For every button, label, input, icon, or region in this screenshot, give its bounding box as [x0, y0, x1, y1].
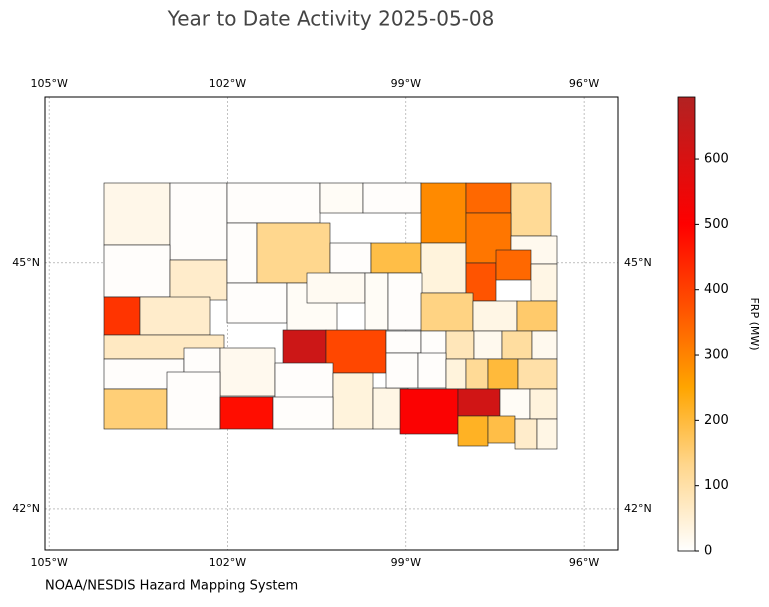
y-tick-label: 45°N — [624, 256, 652, 269]
map-title: Year to Date Activity 2025-05-08 — [167, 7, 495, 31]
region — [465, 182, 512, 214]
x-tick-label: 102°W — [209, 77, 246, 90]
regions — [103, 182, 558, 450]
region — [514, 418, 538, 450]
region — [499, 388, 531, 420]
region — [445, 358, 467, 390]
region — [531, 330, 558, 360]
region — [226, 182, 321, 224]
region — [536, 418, 558, 450]
region — [399, 388, 459, 435]
region — [387, 272, 423, 331]
x-tick-label: 99°W — [391, 556, 421, 569]
region — [510, 182, 552, 237]
region — [420, 182, 467, 244]
y-tick-label: 42°N — [12, 502, 40, 515]
region — [169, 182, 228, 261]
region — [319, 182, 364, 214]
region — [420, 242, 467, 294]
y-tick-label: 45°N — [12, 256, 40, 269]
region — [226, 282, 288, 324]
region — [325, 329, 387, 374]
region — [219, 396, 274, 430]
region — [103, 182, 171, 246]
region — [282, 329, 327, 369]
region — [103, 244, 171, 298]
region — [139, 296, 211, 336]
colorbar-tick-label: 600 — [704, 152, 729, 167]
region — [364, 272, 389, 331]
region — [530, 263, 558, 302]
colorbar-label: FRP (MW) — [748, 297, 761, 350]
colorbar-tick-label: 300 — [704, 348, 729, 363]
region — [517, 358, 558, 390]
region — [420, 292, 474, 332]
colorbar-tick-label: 500 — [704, 217, 729, 232]
region — [370, 242, 422, 274]
region — [529, 388, 558, 420]
region — [516, 300, 558, 332]
x-tick-label: 99°W — [391, 77, 421, 90]
colorbar: 0 100 200 300 400 500 600 FRP (MW) — [677, 96, 761, 559]
region — [226, 222, 258, 284]
region — [487, 358, 519, 390]
source-credit: NOAA/NESDIS Hazard Mapping System — [45, 579, 298, 594]
x-tick-label: 96°W — [569, 77, 599, 90]
region — [501, 330, 533, 360]
region — [445, 330, 475, 360]
x-tick-label: 96°W — [569, 556, 599, 569]
region — [472, 300, 518, 332]
colorbar-tick-label: 100 — [704, 478, 729, 493]
region — [103, 388, 168, 430]
map-frame — [44, 96, 619, 551]
colorbar-tick-label: 200 — [704, 413, 729, 428]
region — [272, 396, 334, 430]
region — [385, 352, 419, 389]
colorbar-tick-label: 400 — [704, 282, 729, 297]
region — [385, 330, 422, 354]
colorbar-gradient — [677, 96, 696, 552]
region — [495, 249, 532, 281]
region — [332, 372, 374, 430]
region — [457, 415, 489, 447]
region — [274, 362, 334, 399]
region — [306, 272, 366, 304]
region — [362, 182, 422, 214]
region — [473, 330, 503, 360]
x-tick-label: 102°W — [209, 556, 246, 569]
x-tick-label: 105°W — [30, 556, 67, 569]
region — [219, 347, 276, 397]
region — [417, 352, 447, 389]
region — [487, 415, 516, 444]
region — [169, 259, 228, 301]
region — [166, 371, 221, 430]
region — [103, 296, 141, 336]
region — [457, 388, 501, 417]
region — [329, 242, 372, 274]
y-tick-label: 42°N — [624, 502, 652, 515]
x-tick-label: 105°W — [30, 77, 67, 90]
region — [465, 358, 489, 390]
colorbar-tick-label: 0 — [704, 544, 712, 559]
